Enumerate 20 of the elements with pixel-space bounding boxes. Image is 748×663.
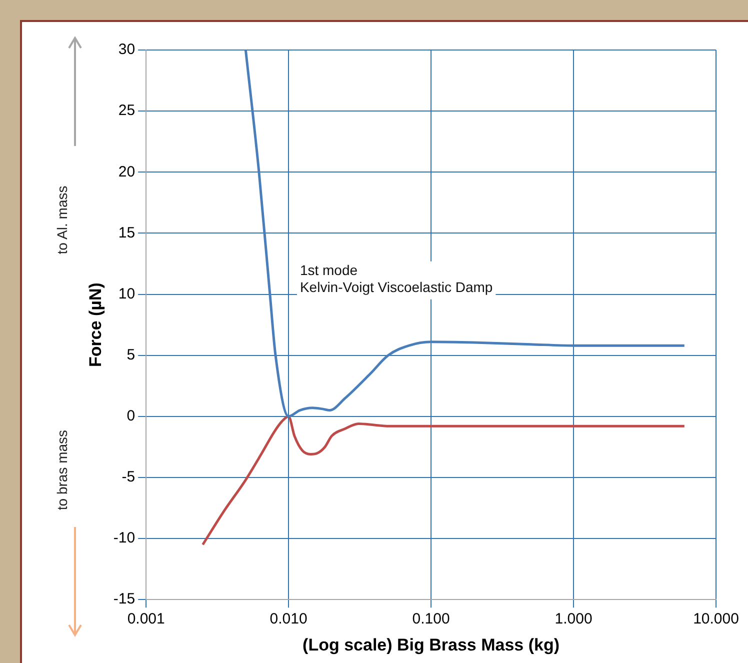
y-tick-label: 25 <box>118 102 136 120</box>
x-tick-label: 0.001 <box>127 610 165 628</box>
y-tick-label: 30 <box>118 41 136 58</box>
x-tick-label: 0.100 <box>412 610 450 628</box>
y-tick-label: -5 <box>122 468 136 486</box>
annotation: 1st mode Kelvin-Voigt Viscoelastic Damp <box>300 262 493 296</box>
x-tick-label: 10.000 <box>693 610 739 628</box>
y-tick-label: 10 <box>118 285 136 302</box>
y-tick-label: 5 <box>126 346 136 364</box>
x-tick-label: 0.010 <box>270 610 308 628</box>
y-tick-label: 0 <box>126 408 136 425</box>
y-axis-title: Force (µN) <box>86 282 105 368</box>
text: to Al. mass <box>54 184 70 256</box>
y-tick-label: -10 <box>113 530 136 547</box>
x-tick-label: 1.000 <box>554 610 592 628</box>
text: to bras mass <box>54 428 70 512</box>
y-tick-label: 15 <box>118 224 136 242</box>
x-axis-title: (Log scale) Big Brass Mass (kg) <box>302 635 560 654</box>
y-tick-label: -15 <box>113 590 136 608</box>
y-tick-label: 20 <box>118 163 136 180</box>
